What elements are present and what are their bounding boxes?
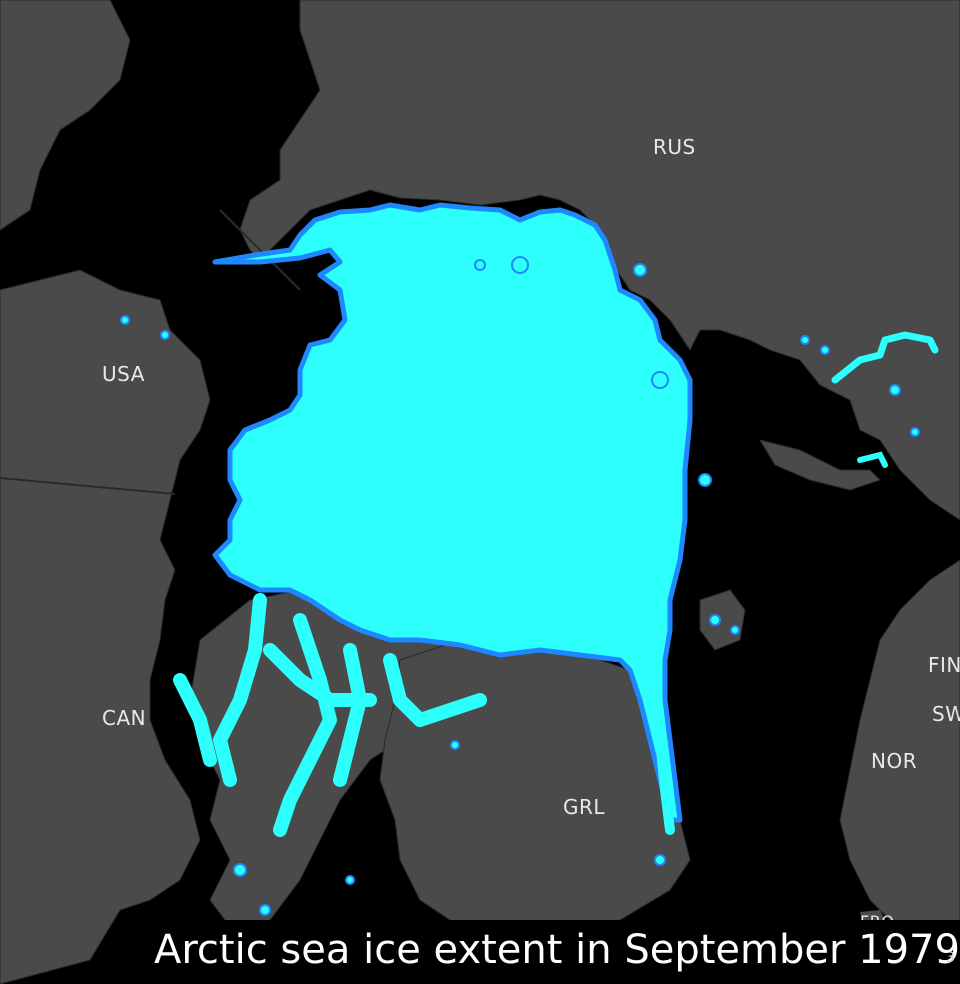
land-novaya-zemlya: [758, 439, 881, 491]
map-caption: Arctic sea ice extent in September 1979: [154, 927, 960, 973]
label-rus: RUS: [653, 135, 696, 159]
border-usa-rus: [219, 209, 301, 291]
caption-suffix: 3: [946, 950, 955, 966]
sea-ice-fragments: [120, 256, 920, 916]
sea-ice-kara-2: [857, 451, 888, 468]
sea-ice-archipelago: [173, 593, 487, 837]
caption-background: [140, 920, 960, 976]
sea-ice-kara: [831, 331, 939, 384]
border-usa-can: [0, 477, 176, 495]
label-usa: USA: [102, 362, 145, 386]
land-russia: [239, 0, 960, 521]
label-grl: GRL: [563, 795, 606, 819]
label-fin: FIN: [928, 653, 960, 677]
label-can: CAN: [102, 706, 147, 730]
label-swe: SW: [932, 702, 960, 726]
land-faroe: [860, 910, 885, 922]
label-nor: NOR: [871, 749, 918, 773]
land-alaska: [0, 0, 131, 231]
sea-ice-greenland-east: [655, 735, 675, 835]
land-usa: [0, 269, 211, 984]
land-svalbard: [699, 589, 746, 651]
